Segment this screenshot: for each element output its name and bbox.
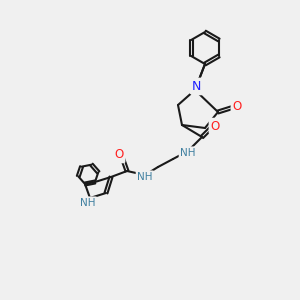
Text: O: O: [210, 119, 220, 133]
Text: N: N: [191, 80, 201, 92]
Text: O: O: [232, 100, 242, 113]
Text: N: N: [193, 80, 201, 94]
Text: O: O: [114, 148, 124, 161]
Text: NH: NH: [80, 198, 96, 208]
Text: NH: NH: [180, 148, 196, 158]
Text: NH: NH: [137, 172, 153, 182]
